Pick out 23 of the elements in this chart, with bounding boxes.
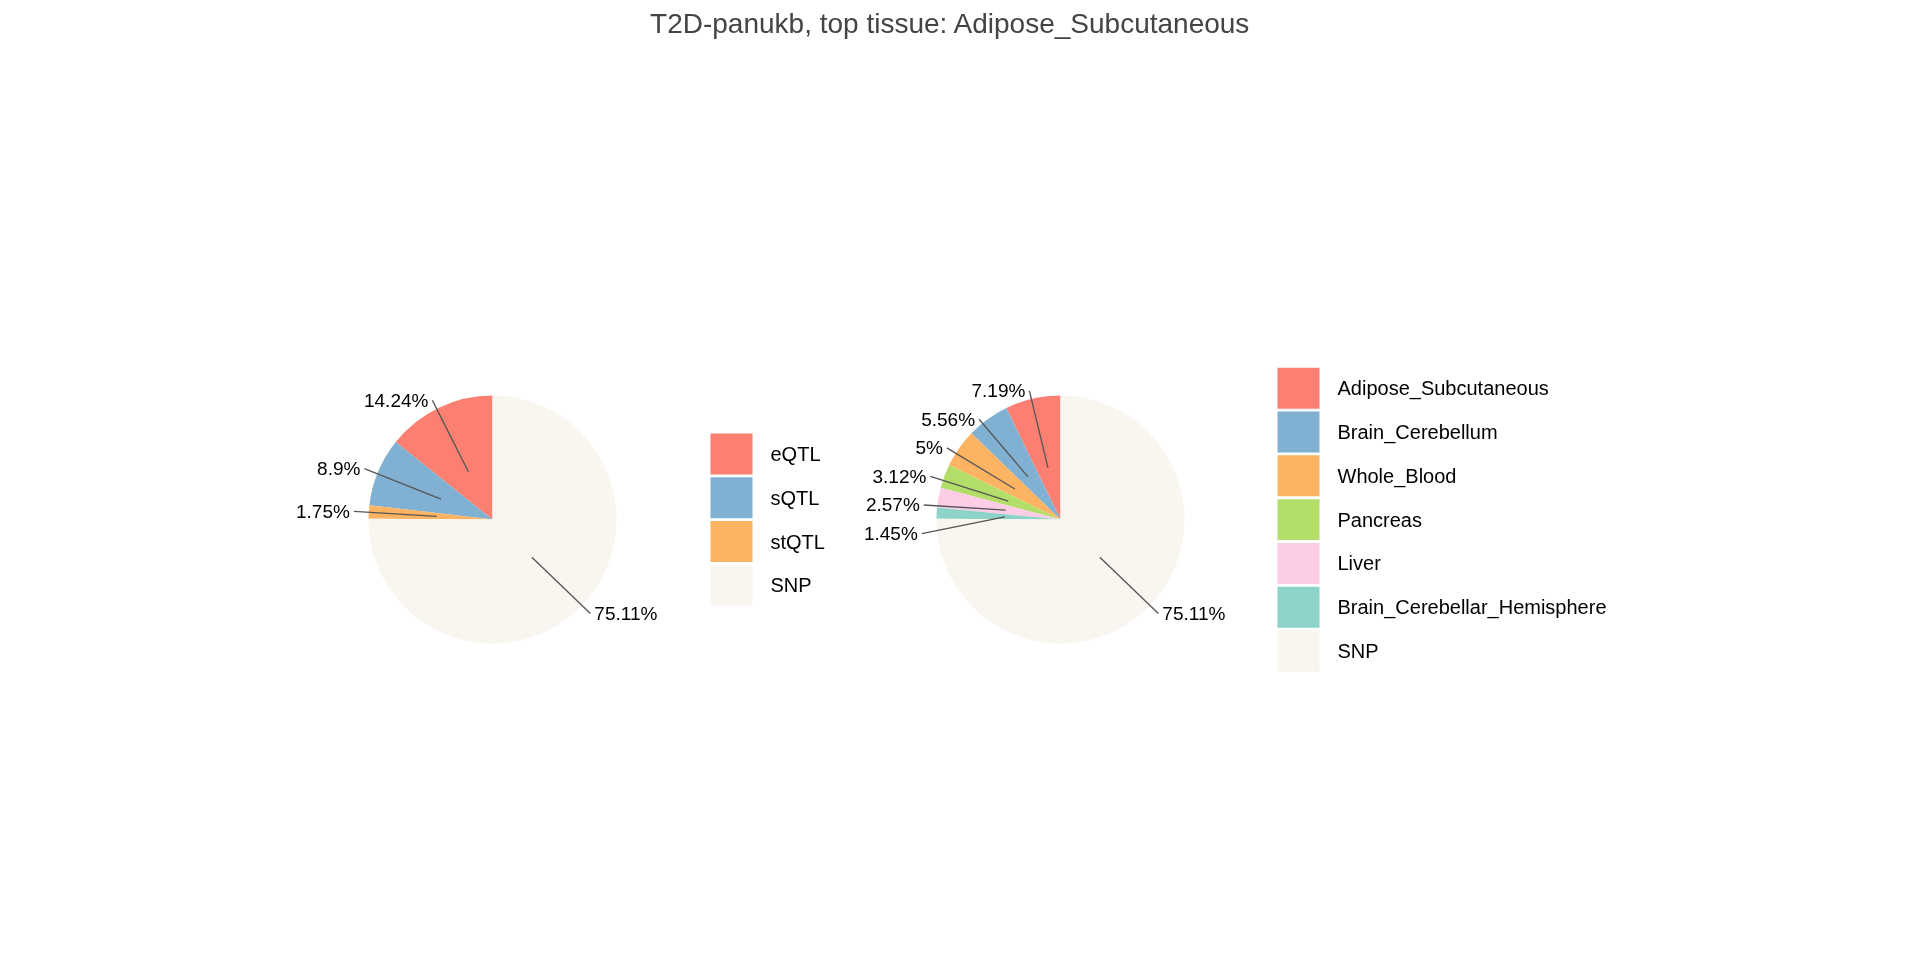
data-label: 7.19% bbox=[971, 380, 1026, 402]
legend-label: Adipose_Subcutaneous bbox=[1337, 377, 1549, 401]
data-label: 75.11% bbox=[594, 602, 658, 624]
legend-label: eQTL bbox=[770, 442, 821, 465]
data-label: 75.11% bbox=[1162, 602, 1226, 624]
chart-title: T2D-panukb, top tissue: Adipose_Subcutaneous bbox=[650, 7, 1250, 39]
data-label: 3.12% bbox=[872, 465, 927, 487]
legend-label: SNP bbox=[1337, 640, 1379, 663]
legend-label: Whole_Blood bbox=[1337, 464, 1457, 488]
data-label: 5.56% bbox=[921, 408, 976, 430]
data-label: 1.45% bbox=[863, 523, 918, 545]
legend-label: Pancreas bbox=[1337, 508, 1422, 531]
legend-label: stQTL bbox=[770, 530, 825, 553]
data-label: 14.24% bbox=[363, 389, 429, 411]
legend-label: Brain_Cerebellar_Hemisphere bbox=[1337, 596, 1607, 620]
data-label: 2.57% bbox=[865, 494, 920, 516]
data-label: 5% bbox=[915, 437, 943, 459]
legend-label: Liver bbox=[1337, 552, 1382, 575]
legend-label: SNP bbox=[770, 574, 812, 597]
data-label: 1.75% bbox=[296, 500, 350, 522]
legend-label: sQTL bbox=[770, 486, 820, 509]
data-label: 8.9% bbox=[317, 458, 361, 480]
legend-label: Brain_Cerebellum bbox=[1337, 421, 1498, 445]
